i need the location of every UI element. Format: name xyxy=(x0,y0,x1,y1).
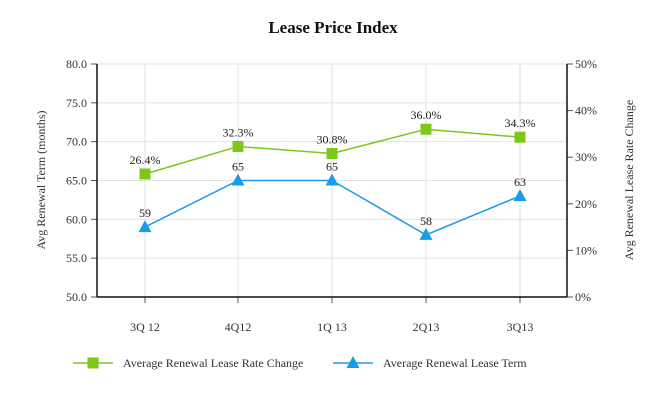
square-marker xyxy=(326,147,338,159)
legend-item: Average Renewal Lease Term xyxy=(333,356,527,370)
series-lease-rate-change: 26.4% 32.3% 30.8% 36.0% 34.3% xyxy=(130,108,536,180)
y-right-tick-label: 20% xyxy=(575,197,597,211)
y-left-axis-label: Avg Renewal Term (months) xyxy=(34,110,48,249)
x-tick-label: 3Q13 xyxy=(507,320,534,334)
axes: 50.0 55.0 60.0 65.0 70.0 75.0 80.0 0% 10% 20% 30% 4… xyxy=(66,57,597,334)
y-left-tick-label: 65.0 xyxy=(66,174,87,188)
legend-item: Average Renewal Lease Rate Change xyxy=(73,356,303,370)
legend-label: Average Renewal Lease Rate Change xyxy=(123,356,303,370)
y-right-tick-label: 0% xyxy=(575,290,591,304)
x-tick-label: 4Q12 xyxy=(225,320,252,334)
y-left-tick-label: 50.0 xyxy=(66,290,87,304)
legend-label: Average Renewal Lease Term xyxy=(383,356,527,370)
legend-triangle-marker xyxy=(346,356,360,368)
data-label: 63 xyxy=(514,175,526,189)
triangle-marker xyxy=(138,220,152,233)
y-right-tick-label: 10% xyxy=(575,243,597,257)
y-left-tick-label: 70.0 xyxy=(66,135,87,149)
series-lease-term: 59 65 65 58 63 xyxy=(138,160,527,240)
data-label: 59 xyxy=(139,206,151,220)
y-right-tick-label: 50% xyxy=(575,57,597,71)
data-label: 58 xyxy=(420,214,432,228)
chart-title: Lease Price Index xyxy=(268,18,398,37)
x-tick-label: 2Q13 xyxy=(413,320,440,334)
y-left-tick-label: 75.0 xyxy=(66,96,87,110)
triangle-marker xyxy=(325,173,339,186)
data-label: 34.3% xyxy=(505,116,536,130)
data-label: 65 xyxy=(232,160,244,174)
data-label: 30.8% xyxy=(317,132,348,146)
data-label: 26.4% xyxy=(130,153,161,167)
square-marker xyxy=(514,131,526,143)
data-label: 65 xyxy=(326,160,338,174)
x-tick-label: 1Q 13 xyxy=(317,320,347,334)
square-marker xyxy=(420,123,432,135)
y-left-tick-label: 60.0 xyxy=(66,212,87,226)
y-left-tick-label: 80.0 xyxy=(66,57,87,71)
triangle-marker xyxy=(419,227,433,240)
y-right-tick-label: 40% xyxy=(575,104,597,118)
legend-square-marker xyxy=(87,357,99,369)
data-label: 32.3% xyxy=(223,125,254,139)
triangle-marker xyxy=(513,189,527,202)
y-right-tick-label: 30% xyxy=(575,150,597,164)
square-marker xyxy=(139,168,151,180)
y-left-tick-label: 55.0 xyxy=(66,251,87,265)
square-marker xyxy=(232,140,244,152)
triangle-marker xyxy=(231,173,245,186)
data-label: 36.0% xyxy=(411,108,442,122)
series-group: 26.4% 32.3% 30.8% 36.0% 34.3% 59 65 65 58 63 xyxy=(130,108,536,240)
x-tick-label: 3Q 12 xyxy=(130,320,160,334)
legend: Average Renewal Lease Rate Change Average… xyxy=(73,356,527,370)
gridlines xyxy=(97,63,567,298)
y-right-axis-label: Avg Renewal Lease Rate Change xyxy=(622,100,636,260)
